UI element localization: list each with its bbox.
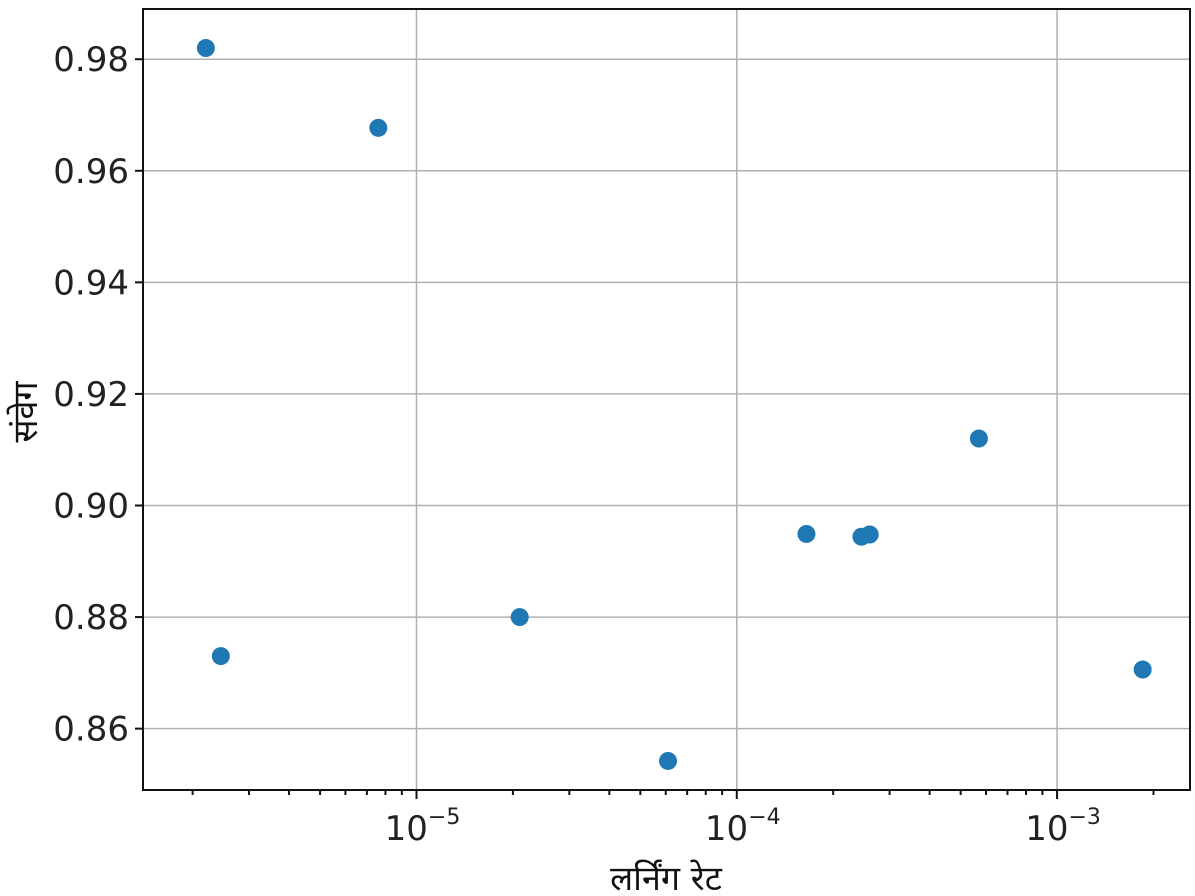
x-tick-label: 10−5 bbox=[385, 805, 461, 849]
scatter-point bbox=[659, 751, 678, 770]
x-tick-label-base: 10 bbox=[705, 809, 748, 849]
y-tick-label: 0.90 bbox=[53, 486, 129, 526]
x-tick-label-base: 10 bbox=[1025, 809, 1068, 849]
x-axis-label: लर्निंग रेट bbox=[610, 859, 723, 896]
scatter-point bbox=[369, 118, 388, 137]
plot-frame bbox=[142, 8, 1191, 791]
scatter-point bbox=[860, 525, 879, 544]
axis-ticks bbox=[135, 58, 1155, 799]
scatter-point bbox=[510, 608, 529, 627]
scatter-point bbox=[211, 647, 230, 666]
x-tick-label-base: 10 bbox=[385, 809, 428, 849]
y-tick-label: 0.98 bbox=[53, 40, 129, 80]
y-tick-label: 0.88 bbox=[53, 598, 129, 638]
grid-lines bbox=[143, 9, 1190, 790]
y-tick-label: 0.92 bbox=[53, 375, 129, 415]
scatter-point bbox=[969, 429, 988, 448]
y-tick-label: 0.96 bbox=[53, 152, 129, 192]
x-tick-label-exponent: −5 bbox=[428, 805, 460, 830]
scatter-point bbox=[196, 39, 215, 58]
scatter-point bbox=[797, 524, 816, 543]
x-tick-label-exponent: −4 bbox=[748, 805, 780, 830]
scatter-point bbox=[1133, 660, 1152, 679]
x-tick-label-exponent: −3 bbox=[1068, 805, 1100, 830]
x-tick-label: 10−4 bbox=[705, 805, 781, 849]
y-axis-label: संवेग bbox=[6, 381, 46, 443]
y-tick-label: 0.86 bbox=[53, 710, 129, 750]
y-tick-label: 0.94 bbox=[53, 263, 129, 303]
x-tick-label: 10−3 bbox=[1025, 805, 1101, 849]
data-points bbox=[196, 39, 1152, 770]
